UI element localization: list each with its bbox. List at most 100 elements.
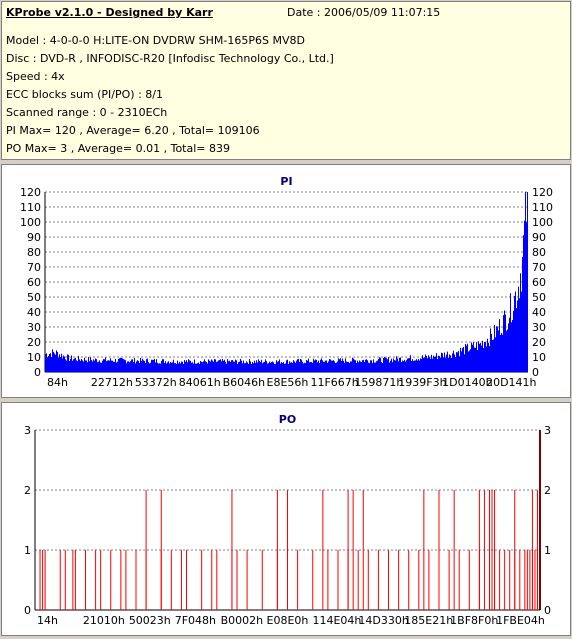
pi-bar: [164, 363, 165, 372]
pi-bar: [388, 357, 389, 372]
pi-xtick: 22712h: [91, 376, 133, 389]
pi-bar: [520, 273, 521, 372]
pi-bar: [332, 360, 333, 372]
pi-bar: [97, 362, 98, 372]
pi-bar: [267, 363, 268, 372]
pi-bar: [232, 360, 233, 372]
pi-bar: [157, 362, 158, 372]
pi-bar: [193, 363, 194, 372]
pi-bar: [358, 362, 359, 372]
pi-bar: [476, 342, 477, 372]
pi-bar: [519, 298, 520, 372]
pi-bar: [418, 359, 419, 372]
pi-bar: [165, 361, 166, 372]
pi-bar: [135, 363, 136, 372]
pi-bar: [276, 360, 277, 372]
pi-bar: [428, 355, 429, 372]
pi-bar: [54, 353, 55, 372]
pi-bar: [331, 360, 332, 372]
pi-bar: [475, 347, 476, 372]
pi-chart-title: PI: [280, 175, 292, 188]
pi-bar: [65, 359, 66, 372]
pi-bar: [516, 308, 517, 372]
pi-bar: [513, 310, 514, 372]
pi-bar: [457, 352, 458, 372]
po-ytick-right: 1: [544, 544, 551, 557]
pi-bar: [167, 362, 168, 372]
pi-bar: [345, 358, 346, 372]
pi-bar: [133, 361, 134, 372]
pi-bar: [523, 235, 524, 372]
pi-bar: [106, 361, 107, 372]
pi-bar: [107, 360, 108, 372]
pi-bar: [138, 361, 139, 372]
pi-bar: [438, 355, 439, 372]
pi-bar: [88, 357, 89, 372]
pi-bar: [463, 346, 464, 372]
pi-bar: [442, 353, 443, 372]
pi-bar: [348, 362, 349, 372]
pi-bar: [386, 358, 387, 372]
pi-bar: [414, 360, 415, 372]
pi-bar: [283, 362, 284, 372]
pi-bar: [247, 362, 248, 372]
pi-bar: [66, 360, 67, 372]
pi-bar: [123, 359, 124, 372]
pi-bar: [488, 342, 489, 372]
pi-bar: [170, 361, 171, 372]
pi-bar: [113, 361, 114, 372]
pi-bar: [299, 361, 300, 372]
po-xtick: 21010h: [83, 614, 125, 627]
pi-bar: [295, 362, 296, 372]
pi-bar: [366, 359, 367, 372]
pi-bar: [318, 360, 319, 372]
pi-bar: [156, 359, 157, 372]
pi-bar: [127, 361, 128, 372]
pi-bar: [335, 363, 336, 372]
pi-bar: [352, 357, 353, 372]
po-ytick-left: 2: [24, 484, 31, 497]
pi-bar: [376, 361, 377, 372]
pi-bar: [144, 360, 145, 372]
pi-xtick: E8E56h: [267, 376, 309, 389]
pi-bar: [446, 354, 447, 372]
pi-bar: [230, 362, 231, 372]
pi-bar: [420, 358, 421, 372]
po-summary-line: PO Max= 3 , Average= 0.01 , Total= 839: [6, 142, 230, 155]
pi-xtick: 1939F3h: [398, 376, 446, 389]
pi-bar: [235, 359, 236, 372]
pi-bar: [215, 359, 216, 372]
pi-bar: [423, 357, 424, 372]
pi-bar: [325, 360, 326, 372]
pi-ytick-left: 80: [27, 246, 41, 259]
pi-bar: [385, 357, 386, 372]
pi-bar: [440, 357, 441, 372]
pi-bar: [57, 352, 58, 372]
pi-bar: [477, 349, 478, 372]
pi-bar: [188, 359, 189, 372]
pi-bar: [69, 361, 70, 372]
pi-bar: [492, 340, 493, 372]
model-line: Model : 4-0-0-0 H:LITE-ON DVDRW SHM-165P…: [6, 34, 305, 47]
pi-bar: [277, 361, 278, 372]
pi-ytick-left: 40: [27, 306, 41, 319]
pi-bar: [383, 357, 384, 372]
pi-bar: [398, 361, 399, 372]
pi-bar: [95, 358, 96, 372]
pi-bar: [436, 353, 437, 372]
pi-bar: [81, 358, 82, 372]
pi-bar: [243, 360, 244, 372]
pi-bar: [471, 342, 472, 372]
pi-bar: [441, 352, 442, 372]
pi-bar: [204, 359, 205, 372]
pi-bar: [102, 360, 103, 372]
po-xtick: 14h: [37, 614, 58, 627]
pi-bar: [522, 257, 523, 372]
pi-bar: [309, 362, 310, 372]
pi-bar: [360, 361, 361, 372]
pi-bar: [306, 359, 307, 372]
pi-bar: [447, 351, 448, 372]
pi-bar: [482, 340, 483, 372]
pi-bar: [112, 360, 113, 372]
pi-bar: [63, 355, 64, 372]
